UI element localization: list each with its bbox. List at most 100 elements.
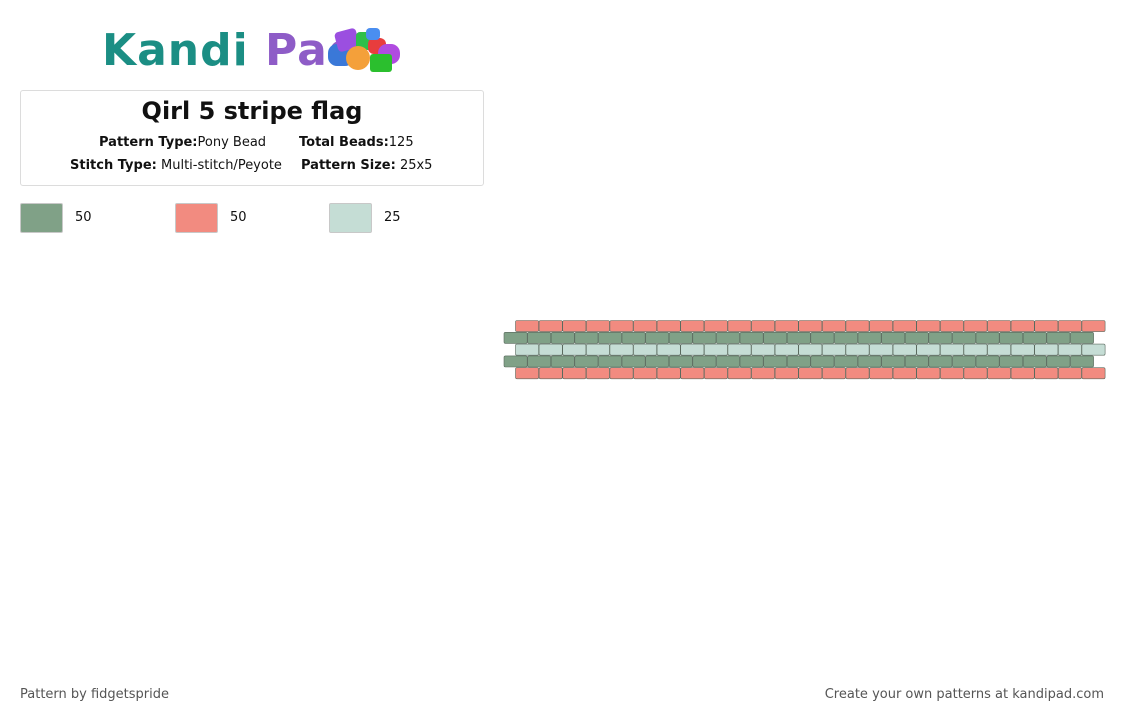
bead <box>751 343 776 356</box>
bead <box>999 331 1024 344</box>
bead <box>645 331 670 344</box>
bead <box>963 343 988 356</box>
bead <box>585 367 610 380</box>
bead-count: 50 <box>75 210 92 225</box>
bead <box>963 367 988 380</box>
bead <box>716 331 740 344</box>
bead <box>904 331 929 344</box>
total-beads: Total Beads:125 <box>299 135 414 150</box>
bead <box>821 367 846 380</box>
bead <box>1022 355 1047 368</box>
bead <box>562 320 587 332</box>
bead <box>857 355 882 368</box>
bead <box>881 355 906 368</box>
bead <box>668 355 693 368</box>
bead <box>585 343 610 356</box>
bead <box>845 320 870 332</box>
bead <box>609 367 634 380</box>
bead <box>703 343 728 356</box>
bead <box>598 355 622 368</box>
bead <box>939 343 964 356</box>
bead <box>703 320 728 332</box>
bead <box>609 343 634 356</box>
bead <box>881 331 906 344</box>
bead <box>916 367 941 380</box>
bead <box>1081 320 1106 332</box>
bead <box>633 367 658 380</box>
bead <box>1034 320 1059 332</box>
bead <box>703 367 728 380</box>
bead <box>1034 343 1059 356</box>
bead <box>609 320 634 332</box>
bead <box>963 320 988 332</box>
bead <box>645 355 670 368</box>
bead <box>574 331 599 344</box>
bead <box>952 331 976 344</box>
color-swatch <box>175 203 218 233</box>
bead <box>739 355 764 368</box>
bead <box>1081 367 1106 380</box>
bead <box>834 331 858 344</box>
pattern-title: Qirl 5 stripe flag <box>141 97 363 125</box>
bead <box>928 331 953 344</box>
bead <box>1058 320 1082 332</box>
bead <box>633 320 658 332</box>
bead <box>939 320 964 332</box>
bead <box>727 343 752 356</box>
bead <box>668 331 693 344</box>
bead <box>821 320 846 332</box>
bead <box>1046 331 1071 344</box>
bead <box>869 320 894 332</box>
bead-count: 25 <box>384 210 401 225</box>
bead <box>503 331 528 344</box>
bead <box>585 320 610 332</box>
bead <box>538 320 563 332</box>
color-swatch <box>20 203 63 233</box>
bead <box>892 367 917 380</box>
bead <box>538 343 563 356</box>
bead <box>939 367 964 380</box>
bead <box>786 355 811 368</box>
bead <box>892 320 917 332</box>
bead <box>1070 355 1094 368</box>
bead <box>739 331 764 344</box>
bead <box>562 343 587 356</box>
bead <box>987 367 1012 380</box>
bead <box>598 331 622 344</box>
bead <box>845 367 870 380</box>
bead <box>774 367 799 380</box>
bead <box>515 320 540 332</box>
bead <box>763 355 788 368</box>
bead <box>774 320 799 332</box>
bead <box>692 355 717 368</box>
bead <box>716 355 740 368</box>
bead-count: 50 <box>230 210 247 225</box>
bead <box>1034 367 1059 380</box>
bead <box>904 355 929 368</box>
bead <box>975 331 1000 344</box>
bead <box>751 320 776 332</box>
bead <box>727 320 752 332</box>
pattern-size: Pattern Size: 25x5 <box>301 158 433 173</box>
kandipad-link[interactable]: Create your own patterns at kandipad.com <box>824 687 1104 702</box>
pattern-info-card: Qirl 5 stripe flag Pattern Type:Pony Bea… <box>20 90 484 186</box>
bead <box>692 331 717 344</box>
bead <box>857 331 882 344</box>
kandi-pad-logo[interactable]: Kandi Pad <box>100 24 410 78</box>
bead <box>999 355 1024 368</box>
bead <box>656 320 681 332</box>
bead <box>987 320 1012 332</box>
bead <box>527 331 552 344</box>
bead <box>798 320 823 332</box>
bead <box>869 367 894 380</box>
stitch-type: Stitch Type: Multi-stitch/Peyote <box>70 158 282 173</box>
bead <box>751 367 776 380</box>
bead <box>562 367 587 380</box>
bead <box>810 355 835 368</box>
bead <box>821 343 846 356</box>
bead <box>1058 367 1082 380</box>
bead <box>574 355 599 368</box>
bead <box>928 355 953 368</box>
bead <box>1010 320 1035 332</box>
bead <box>1070 331 1094 344</box>
